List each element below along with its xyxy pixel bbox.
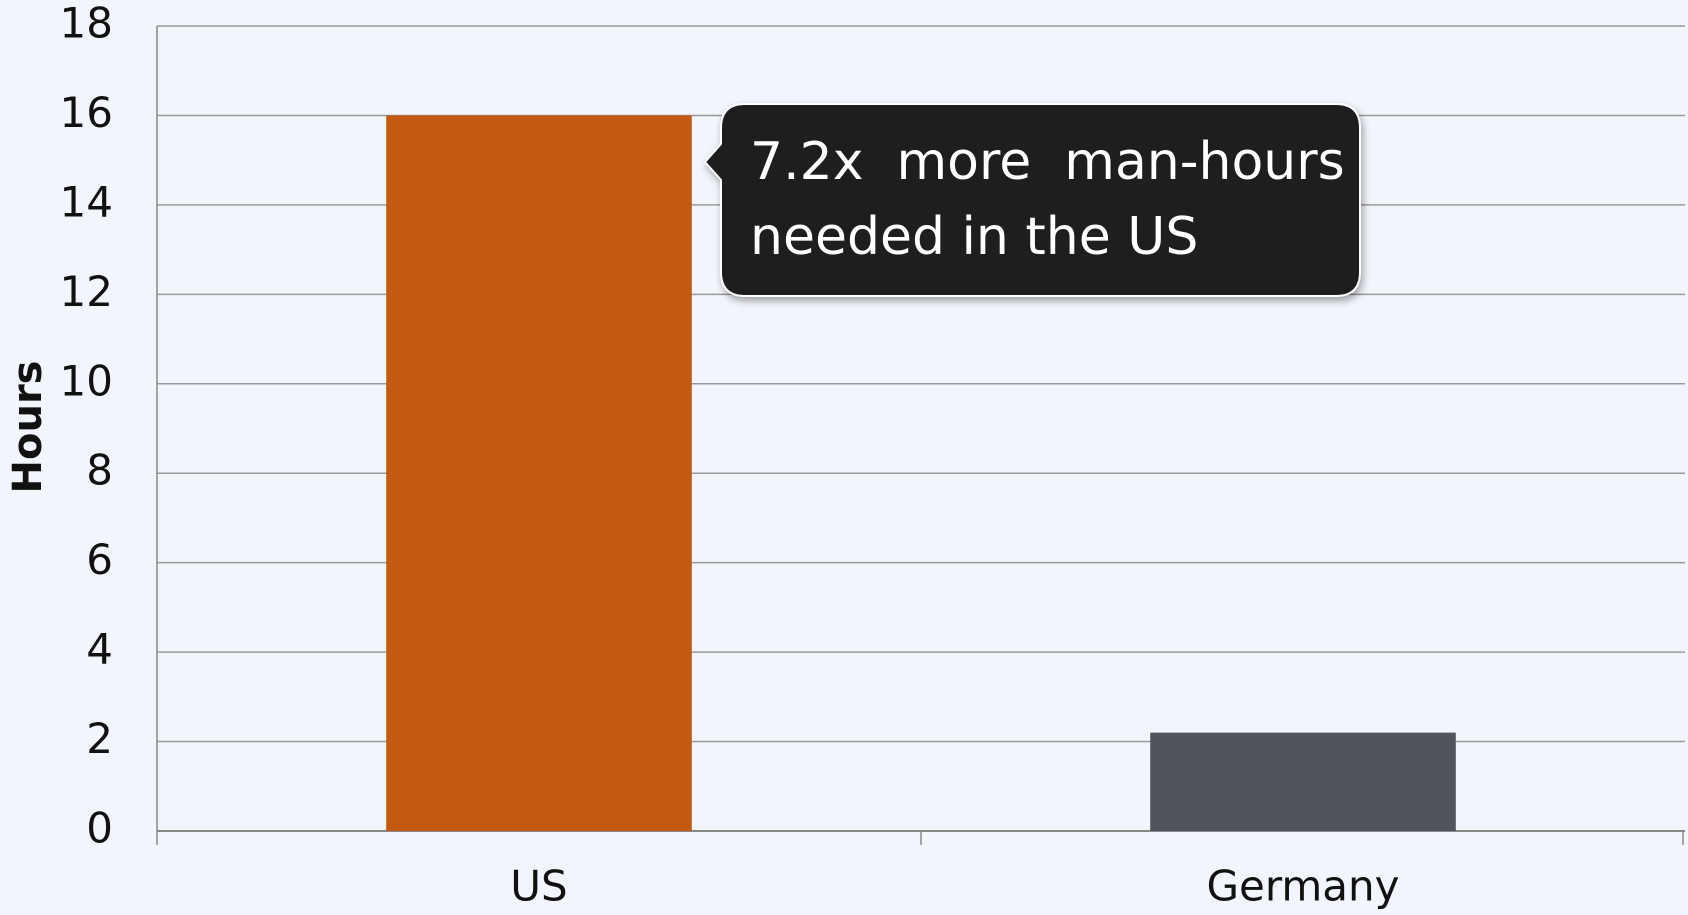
y-tick-label: 4 bbox=[86, 625, 113, 674]
y-tick-label: 16 bbox=[60, 88, 113, 137]
callout-box bbox=[703, 103, 1361, 297]
y-tick-label: 12 bbox=[60, 267, 113, 316]
annotation-callout: 7.2x more man-hours needed in the US bbox=[703, 103, 1361, 297]
y-tick-label: 18 bbox=[60, 0, 113, 48]
y-tick-label: 2 bbox=[86, 714, 113, 763]
bar bbox=[1150, 732, 1456, 831]
y-tick-label: 0 bbox=[86, 804, 113, 853]
y-tick-label: 6 bbox=[86, 535, 113, 584]
annotation-text: needed in the US bbox=[750, 207, 1198, 267]
y-axis-label: Hours bbox=[5, 361, 51, 494]
y-tick-label: 8 bbox=[86, 446, 113, 495]
y-tick-label: 14 bbox=[60, 177, 113, 226]
x-tick-label: Germany bbox=[1206, 862, 1399, 911]
x-tick-label: US bbox=[510, 862, 567, 911]
bar bbox=[386, 115, 692, 831]
annotation-text: 7.2x more man-hours bbox=[750, 132, 1345, 192]
y-tick-label: 10 bbox=[60, 356, 113, 405]
